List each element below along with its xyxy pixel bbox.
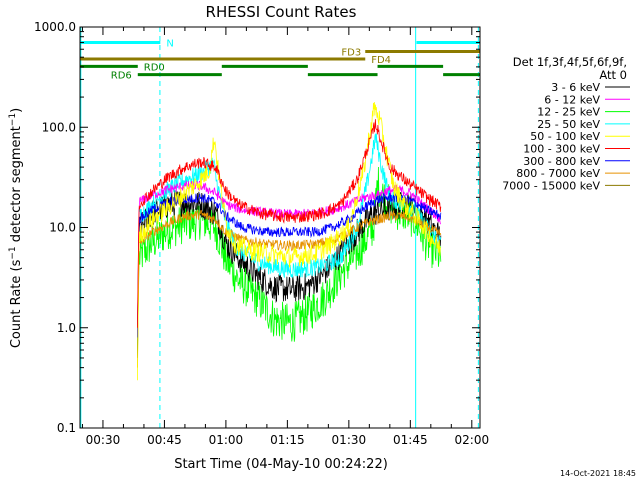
series-line-50-100-kev — [137, 102, 442, 381]
y-axis-label-main: Count Rate (s — [9, 259, 24, 348]
plot-area: N FD3 FD4 RD0 RD6 — [80, 27, 480, 428]
state-label-n: N — [166, 39, 173, 50]
y-tick-label-3: 10.0 — [49, 221, 76, 235]
legend-label-3: 12 - 25 keV — [537, 106, 600, 119]
footer-timestamp: 14-Oct-2021 18:45 — [560, 469, 636, 478]
state-label-fd3: FD3 — [341, 47, 361, 58]
x-axis-label: Start Time (04-May-10 00:24:22) — [174, 457, 388, 472]
y-tick-label-1: 0.1 — [57, 421, 76, 435]
legend-label-7: 300 - 800 keV — [523, 155, 600, 168]
series-line-800-7000-kev — [137, 209, 442, 368]
y-axis-label-exp: −1 — [8, 246, 18, 259]
x-tick-label-4: 01:15 — [270, 433, 305, 447]
x-tick-label-5: 01:30 — [332, 433, 367, 447]
axes: 0.1 1.0 10.0 100.0 1000.0 00:30 00:45 01:00 01:1… — [34, 20, 489, 447]
y-axis-label: Count Rate (s−1 detector segment−1) — [8, 108, 24, 348]
legend-label-1: 3 - 6 keV — [551, 81, 600, 94]
x-tick-label-6: 01:45 — [393, 433, 428, 447]
legend-header-line-2: Att 0 — [599, 68, 627, 82]
y-axis-label-mid: detector segment — [9, 126, 24, 246]
y-tick-label-2: 1.0 — [57, 321, 76, 335]
series-line-100-300-kev — [137, 119, 442, 328]
legend-label-2: 6 - 12 keV — [544, 93, 600, 106]
legend-label-9: 7000 - 15000 keV — [502, 179, 600, 192]
state-label-fd4: FD4 — [371, 55, 391, 66]
legend-label-8: 800 - 7000 keV — [516, 167, 600, 180]
state-label-rd6: RD6 — [111, 71, 132, 82]
x-tick-label-1: 00:30 — [86, 433, 121, 447]
chart-title: RHESSI Count Rates — [206, 3, 357, 21]
y-axis-label-end: ) — [9, 108, 24, 113]
legend-label-6: 100 - 300 keV — [523, 143, 600, 156]
legend: Det 1f,3f,4f,5f,6f,9f, Att 0 3 - 6 keV6 … — [502, 55, 630, 192]
y-tick-label-4: 100.0 — [42, 120, 76, 134]
y-axis-label-exp2: −1 — [8, 113, 18, 126]
legend-header-line-1: Det 1f,3f,4f,5f,6f,9f, — [513, 55, 627, 69]
x-tick-label-3: 01:00 — [209, 433, 244, 447]
series-line-300-800-kev — [137, 192, 442, 338]
state-label-rd0: RD0 — [144, 62, 165, 73]
y-tick-label-5: 1000.0 — [34, 20, 76, 34]
legend-label-4: 25 - 50 keV — [537, 118, 600, 131]
legend-label-5: 50 - 100 keV — [530, 130, 600, 143]
x-tick-label-7: 02:00 — [455, 433, 490, 447]
x-tick-label-2: 00:45 — [147, 433, 182, 447]
